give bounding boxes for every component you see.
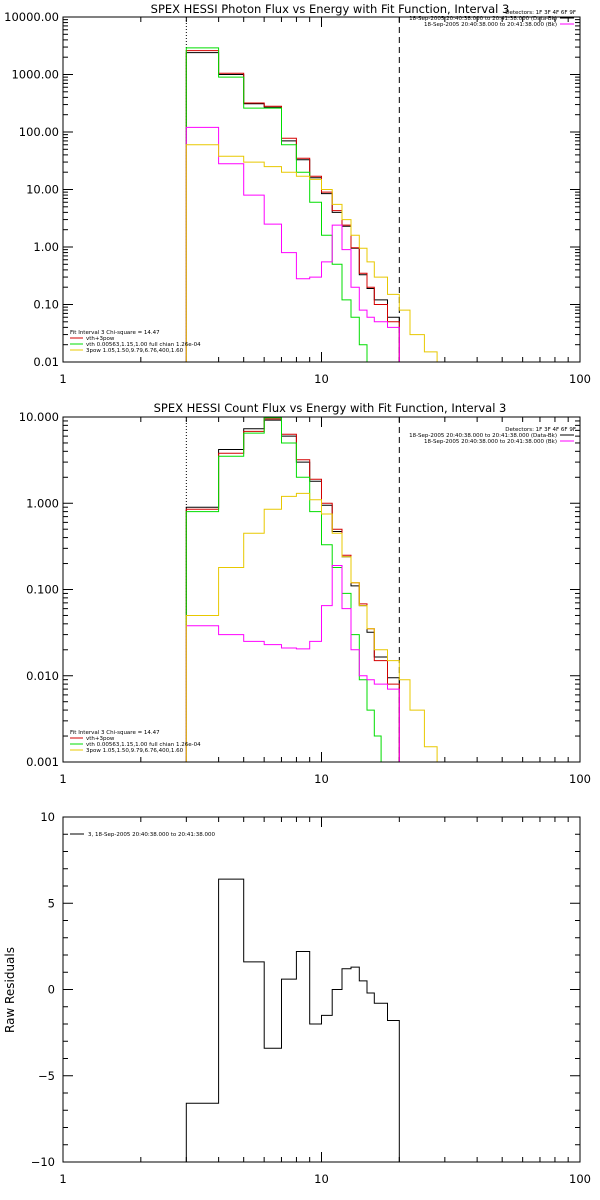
y-tick-label: 10.000 [19, 410, 59, 424]
plot-frame [62, 16, 581, 363]
chart-title: SPEX HESSI Photon Flux vs Energy with Fi… [151, 2, 510, 16]
photon-flux-plot-area: 1 10 100 0.01 0.10 1.00 10.00 100.00 1000.00 1000… [4, 10, 591, 386]
chart-title: SPEX HESSI Count Flux vs Energy with Fit… [154, 401, 507, 415]
y-tick-label: 10000.00 [4, 10, 59, 24]
legend-thermal-label: vth 0.00563,1.15,1.00 full chian 1.26e-0… [86, 742, 201, 748]
y-tick-label: 0.001 [26, 755, 59, 769]
y-tick-label: 10.00 [26, 183, 59, 197]
y-tick-label: 0.100 [26, 583, 59, 597]
y-tick-label: 100.00 [19, 125, 59, 139]
series-line-2 [185, 47, 368, 362]
series-line-2 [185, 417, 382, 762]
fit-interval-label: Fit Interval 3 Chi-square = 14.47 [70, 330, 160, 336]
background-interval-label: 18-Sep-2005 20:40:38.000 to 20:41:38.000… [424, 22, 557, 28]
data-interval-label: 18-Sep-2005 20:40:38.000 to 20:41:38.000… [409, 16, 557, 22]
y-tick-label: 1.00 [33, 240, 59, 254]
y-tick-label: 1000.00 [11, 68, 59, 82]
legend-total-label: vth+3pow [86, 336, 115, 342]
x-tick-label: 100 [569, 372, 591, 386]
y-tick-label: 0.01 [33, 355, 59, 369]
y-tick-label: −5 [38, 1069, 55, 1083]
x-tick-label: 1 [59, 372, 66, 386]
y-tick-label: 0 [48, 983, 55, 997]
x-tick-label: 100 [569, 1172, 591, 1186]
x-tick-label: 1 [59, 772, 66, 786]
legend-total-label: vth+3pow [86, 736, 115, 742]
legend-thermal-label: vth 0.00563,1.15,1.00 full chian 1.26e-0… [86, 342, 201, 348]
plot-frame [62, 416, 581, 763]
series-line-4 [185, 492, 438, 762]
x-tick-label: 10 [314, 1172, 329, 1186]
residuals-panel: 1 10 100 −10 −5 0 5 10 3, 18-Sep-2005 20:40:38.… [3, 810, 591, 1186]
data-interval-label: 18-Sep-2005 20:40:38.000 to 20:41:38.000… [409, 433, 557, 439]
photon-flux-panel: SPEX HESSI Photon Flux vs Energy with Fi… [4, 2, 591, 386]
y-axis-label: Raw Residuals [3, 947, 17, 1033]
y-tick-label: 0.010 [26, 669, 59, 683]
detectors-label: Detectors: 1F 3F 4F 6F 9F [505, 10, 576, 16]
fit-interval-label: Fit Interval 3 Chi-square = 14.47 [70, 730, 160, 736]
count-flux-plot-area: 1 10 100 0.001 0.010 0.100 1.000 10.000 [19, 410, 591, 786]
series-line-1 [185, 50, 400, 362]
plot-frame [62, 816, 581, 1163]
y-tick-label: 5 [48, 896, 55, 910]
series-line-0 [185, 419, 400, 762]
background-interval-label: 18-Sep-2005 20:40:38.000 to 20:41:38.000… [424, 439, 557, 445]
series-line-3 [185, 126, 400, 362]
series-line-0 [185, 52, 400, 362]
series-line-3 [185, 565, 400, 762]
x-tick-label: 100 [569, 772, 591, 786]
legend-powerlaw-label: 3pow 1.05,1.50,9.79,6.76,400,1.60 [86, 348, 184, 354]
detectors-label: Detectors: 1F 3F 4F 6F 9F [505, 427, 576, 433]
y-tick-label: −10 [31, 1155, 55, 1169]
legend-powerlaw-label: 3pow 1.05,1.50,9.79,6.76,400,1.60 [86, 748, 184, 754]
series-line-4 [185, 144, 438, 362]
x-tick-label: 10 [314, 772, 329, 786]
y-tick-label: 1.000 [26, 496, 59, 510]
x-tick-label: 1 [59, 1172, 66, 1186]
residual-legend-label: 3, 18-Sep-2005 20:40:38.000 to 20:41:38.… [88, 832, 215, 838]
residuals-plot-area: 1 10 100 −10 −5 0 5 10 [31, 810, 591, 1186]
y-tick-label: 0.10 [33, 298, 59, 312]
y-tick-label: 10 [40, 810, 55, 824]
series-line-0 [185, 878, 400, 1162]
count-flux-panel: SPEX HESSI Count Flux vs Energy with Fit… [19, 401, 591, 786]
x-tick-label: 10 [314, 372, 329, 386]
